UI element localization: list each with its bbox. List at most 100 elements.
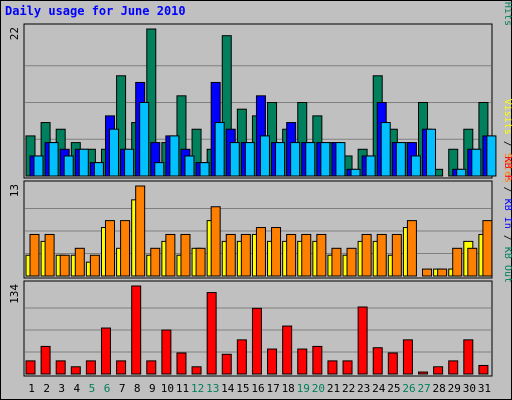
- sites-bar: [286, 233, 297, 277]
- day-label: 30: [463, 382, 476, 395]
- panel-max-label: 22: [8, 27, 21, 40]
- sites-bar: [29, 233, 40, 277]
- sites-bar: [452, 247, 463, 277]
- kb-in-bar: [342, 360, 353, 375]
- pages-bar: [410, 155, 421, 177]
- legend-entry: /: [502, 229, 512, 247]
- legend-entry: /: [502, 135, 512, 153]
- day-label: 12: [191, 382, 204, 395]
- pages-bar: [78, 148, 89, 177]
- sites-bar: [240, 233, 251, 277]
- sites-bar: [165, 233, 176, 277]
- kb-in-bar: [221, 353, 232, 375]
- sites-bar: [346, 247, 357, 277]
- day-label: 27: [417, 382, 430, 395]
- pages-bar: [124, 148, 135, 177]
- day-label: 6: [104, 382, 111, 395]
- sites-bar: [120, 220, 131, 277]
- kb-in-bar: [312, 345, 323, 375]
- sites-bar: [482, 220, 493, 277]
- kb-in-bar: [146, 360, 157, 375]
- pages-bar: [456, 168, 467, 177]
- panel-legend: Pages / Files / Hits: [502, 0, 512, 26]
- kb-in-bar: [55, 360, 66, 375]
- sites-bar: [467, 247, 478, 277]
- kb-in-bar: [282, 325, 293, 375]
- sites-bar: [44, 233, 55, 277]
- kb-in-bar: [402, 339, 413, 375]
- day-label: 15: [236, 382, 249, 395]
- sites-bar: [406, 220, 417, 277]
- day-label: 26: [402, 382, 415, 395]
- sites-bar: [301, 233, 312, 277]
- legend-entry: KB In: [502, 199, 512, 229]
- pages-bar: [259, 135, 270, 177]
- day-label: 17: [266, 382, 279, 395]
- sites-bar: [89, 254, 100, 277]
- kb-in-bar: [25, 360, 36, 375]
- pages-bar: [305, 142, 316, 177]
- pages-bar: [335, 142, 346, 177]
- day-label: 31: [478, 382, 491, 395]
- day-label: 9: [149, 382, 156, 395]
- sites-bar: [391, 233, 402, 277]
- kb-in-bar: [70, 366, 81, 375]
- day-label: 23: [357, 382, 370, 395]
- day-label: 24: [372, 382, 386, 395]
- day-label: 22: [342, 382, 355, 395]
- kb-in-bar: [116, 360, 127, 375]
- kb-in-bar: [357, 306, 368, 375]
- pages-bar: [229, 142, 240, 177]
- day-label: 29: [448, 382, 461, 395]
- panel-legend: Visits / Sites: [502, 99, 512, 183]
- day-label: 18: [282, 382, 295, 395]
- sites-bar: [255, 227, 266, 277]
- day-label: 4: [74, 382, 81, 395]
- kb-in-bar: [418, 371, 429, 375]
- pages-bar: [380, 122, 391, 177]
- kb-in-bar: [327, 360, 338, 375]
- sites-bar: [225, 233, 236, 277]
- panel-max-label: 134: [8, 284, 21, 304]
- kb-in-bar: [478, 364, 489, 375]
- day-label: 20: [312, 382, 325, 395]
- day-label: 7: [119, 382, 126, 395]
- legend-entry: /: [502, 181, 512, 199]
- kb-in-bar: [191, 366, 202, 375]
- pages-bar: [486, 135, 497, 177]
- kb-in-bar: [176, 352, 187, 375]
- sites-bar: [316, 233, 327, 277]
- day-label: 11: [176, 382, 189, 395]
- day-label: 10: [161, 382, 174, 395]
- legend-entry: KB Out: [502, 247, 512, 283]
- kb-in-bar: [206, 292, 217, 375]
- kb-in-bar: [236, 339, 247, 375]
- sites-bar: [422, 268, 433, 277]
- day-label: 5: [89, 382, 96, 395]
- pages-bar: [108, 128, 119, 177]
- pages-bar: [471, 148, 482, 177]
- legend-entry: Visits: [502, 99, 512, 135]
- day-label: 21: [327, 382, 340, 395]
- sites-bar: [104, 220, 115, 277]
- kb-in-bar: [131, 285, 142, 375]
- kb-in-bar: [267, 348, 278, 375]
- pages-bar: [350, 168, 361, 177]
- pages-bar: [33, 155, 44, 177]
- day-label: 16: [251, 382, 264, 395]
- pages-bar: [395, 142, 406, 177]
- sites-bar: [210, 206, 221, 277]
- sites-bar: [195, 247, 206, 277]
- pages-bar: [365, 155, 376, 177]
- kb-in-bar: [372, 347, 383, 375]
- pages-bar: [48, 142, 59, 177]
- sites-bar: [361, 233, 372, 277]
- legend-entry: Sites: [502, 153, 512, 183]
- pages-bar: [244, 142, 255, 177]
- pages-bar: [93, 162, 104, 177]
- pages-bar: [214, 122, 225, 177]
- day-label: 8: [134, 382, 141, 395]
- day-label: 25: [387, 382, 400, 395]
- day-label: 13: [206, 382, 219, 395]
